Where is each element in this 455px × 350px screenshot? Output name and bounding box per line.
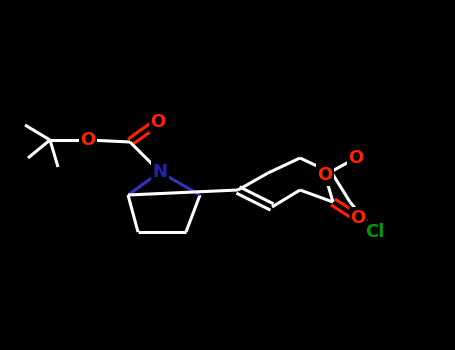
- Text: Cl: Cl: [365, 223, 384, 241]
- Text: O: O: [350, 209, 366, 227]
- Text: O: O: [349, 149, 364, 167]
- Text: O: O: [81, 131, 96, 149]
- Text: O: O: [150, 113, 166, 131]
- Text: O: O: [318, 166, 333, 184]
- Text: N: N: [152, 163, 167, 181]
